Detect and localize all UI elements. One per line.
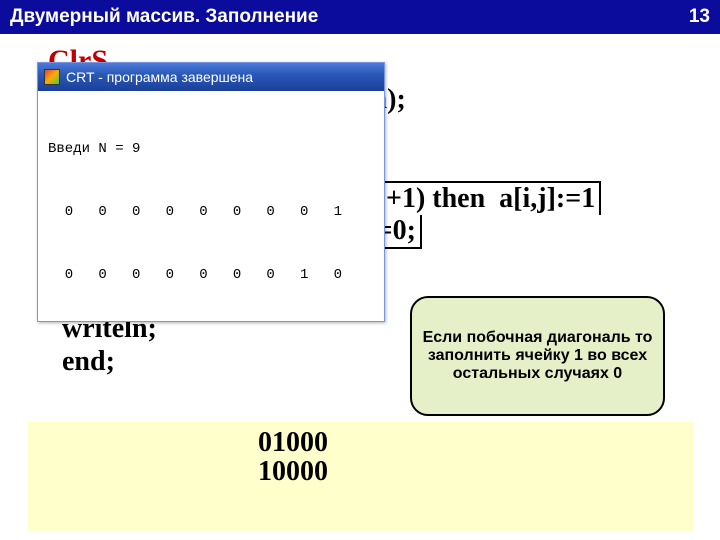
num2: 10000 — [258, 457, 328, 486]
crt-body: Введи N = 9 0 0 0 0 0 0 0 0 1 0 0 0 0 0 … — [38, 91, 384, 321]
callout-text: Если побочная диагональ то заполнить яче… — [422, 329, 653, 383]
crt-row: 0 0 0 0 0 0 0 0 1 — [48, 202, 374, 223]
content-area: ClrS ..............................);Rea… — [0, 34, 720, 540]
num1: 01000 — [258, 428, 328, 457]
page-number: 13 — [689, 6, 710, 28]
crt-titlebar: CRT - программа завершена — [38, 63, 384, 91]
callout-bubble: Если побочная диагональ то заполнить яче… — [410, 296, 665, 416]
crt-row: 0 0 0 0 0 0 0 1 0 — [48, 265, 374, 286]
crt-window: CRT - программа завершена Введи N = 9 0 … — [37, 62, 385, 322]
crt-title-text: CRT - программа завершена — [66, 69, 253, 85]
header-bar: Двумерный массив. Заполнение 13 — [0, 0, 720, 34]
header-title: Двумерный массив. Заполнение — [10, 6, 318, 28]
crt-prompt: Введи N = 9 — [48, 139, 374, 160]
crt-icon — [44, 69, 60, 85]
cream-panel — [28, 422, 693, 532]
number-stack: 01000 10000 — [258, 428, 328, 487]
